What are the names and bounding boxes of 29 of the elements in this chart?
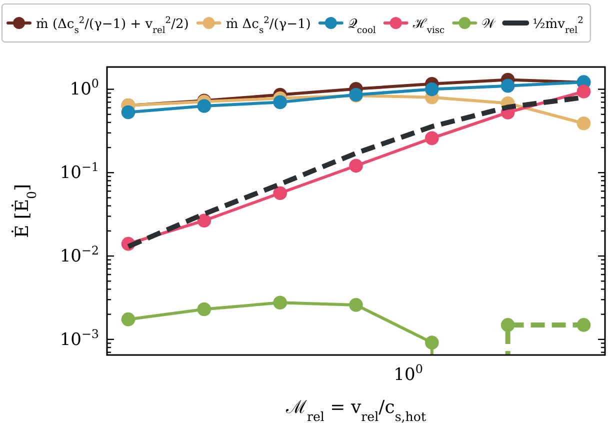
y-tick-label: 10$^{0}$ bbox=[70, 76, 99, 100]
legend-label: ℋ$_{visc}$ bbox=[412, 17, 445, 36]
point bbox=[349, 158, 363, 173]
point bbox=[500, 318, 515, 332]
y-tick-label: 10$^{−1}$ bbox=[60, 160, 99, 184]
point bbox=[349, 298, 363, 312]
point bbox=[197, 99, 212, 113]
y-tick-label: 10$^{−2}$ bbox=[60, 243, 99, 266]
x-axis-title: ℳ$_{rel}$ = v$_{rel}$/c$_{s,hot}$ bbox=[284, 397, 426, 423]
point bbox=[121, 105, 136, 120]
point bbox=[576, 116, 591, 130]
point bbox=[273, 186, 287, 200]
y-tick-label: 10$^{−3}$ bbox=[60, 326, 99, 350]
point bbox=[500, 78, 515, 93]
point bbox=[197, 302, 212, 316]
point bbox=[273, 95, 287, 110]
text: 10$^{0}$ bbox=[394, 362, 423, 385]
legend-label: ṁ Δc$_{s}$$^{2}$/(γ−1) bbox=[226, 16, 311, 36]
point bbox=[273, 296, 287, 310]
point bbox=[576, 84, 591, 98]
point bbox=[197, 214, 212, 228]
point bbox=[576, 318, 591, 332]
legend-label: 𝒬$_{cool}$ bbox=[348, 17, 376, 36]
point bbox=[425, 336, 439, 350]
legend-label: 𝒲 bbox=[482, 17, 497, 32]
point bbox=[425, 131, 439, 146]
point bbox=[121, 312, 136, 326]
legend-label: ṁ (Δc$_{s}$$^{2}$/(γ−1) + v$_{rel}$$^{2}$/2) bbox=[36, 16, 189, 36]
point bbox=[425, 82, 439, 96]
